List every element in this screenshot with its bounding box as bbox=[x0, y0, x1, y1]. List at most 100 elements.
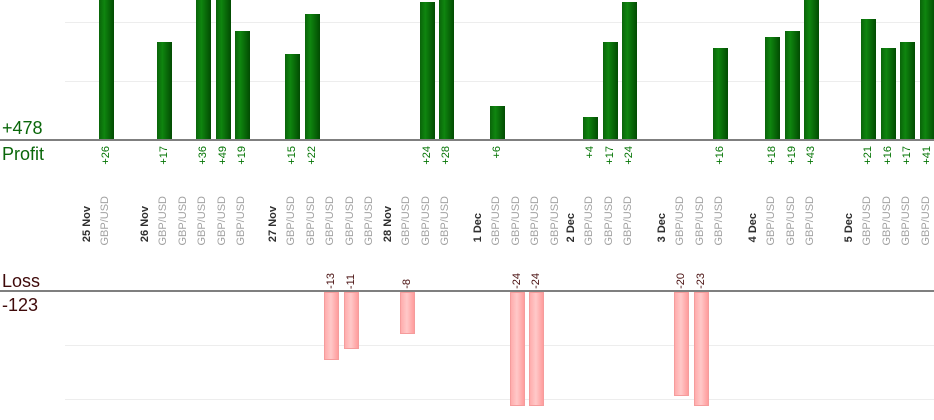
profit-plot bbox=[0, 0, 934, 140]
loss-value-label: -23 bbox=[694, 273, 707, 289]
symbol-tick-label: GBP/USD bbox=[215, 196, 228, 246]
symbol-tick-label: GBP/USD bbox=[529, 196, 541, 246]
symbol-tick-label: GBP/USD bbox=[804, 196, 816, 246]
profit-value-label: +17 bbox=[158, 146, 170, 165]
profit-bar bbox=[439, 0, 454, 140]
profit-bar bbox=[235, 30, 250, 140]
symbol-tick-label: GBP/USD bbox=[235, 196, 247, 246]
loss-bar bbox=[509, 292, 525, 406]
profit-value-label: +43 bbox=[805, 146, 817, 165]
profit-value-label: +6 bbox=[491, 146, 503, 159]
symbol-tick-label: GBP/USD bbox=[693, 196, 706, 246]
profit-bar bbox=[804, 0, 819, 140]
symbol-tick-label: GBP/USD bbox=[602, 196, 615, 246]
profit-value-label: +28 bbox=[440, 146, 452, 165]
symbol-tick-label: GBP/USD bbox=[439, 196, 451, 246]
profit-value-label: +36 bbox=[197, 146, 209, 165]
date-tick-label: 2 Dec bbox=[565, 212, 577, 242]
symbol-tick-label: GBP/USD bbox=[490, 196, 502, 246]
symbol-tick-label: GBP/USD bbox=[419, 196, 432, 246]
loss-value-label: -11 bbox=[344, 273, 357, 289]
symbol-tick-label: GBP/USD bbox=[900, 196, 912, 246]
profit-total-label: +478 bbox=[2, 118, 43, 138]
symbol-tick-label: GBP/USD bbox=[509, 196, 522, 246]
profit-bar bbox=[285, 53, 300, 140]
profit-axis-line bbox=[0, 139, 934, 141]
profit-value-label: +16 bbox=[714, 146, 726, 165]
loss-value-label: -13 bbox=[325, 273, 337, 289]
profit-axis-title: Profit bbox=[2, 144, 45, 164]
profit-bar bbox=[196, 0, 211, 140]
profit-bar bbox=[622, 2, 637, 140]
symbol-tick-label: GBP/USD bbox=[548, 196, 561, 246]
profit-bar bbox=[861, 19, 876, 140]
symbol-tick-label: GBP/USD bbox=[583, 196, 595, 246]
profit-value-label: +19 bbox=[785, 146, 798, 165]
profit-bar bbox=[880, 48, 896, 140]
symbol-tick-label: GBP/USD bbox=[343, 196, 356, 246]
date-tick-label: 27 Nov bbox=[267, 205, 279, 242]
symbol-tick-label: GBP/USD bbox=[363, 196, 375, 246]
symbol-tick-label: GBP/USD bbox=[304, 196, 317, 246]
date-tick-label: 5 Dec bbox=[843, 212, 855, 242]
profit-bar bbox=[583, 117, 598, 140]
symbol-tick-label: GBP/USD bbox=[880, 196, 893, 246]
profit-bar bbox=[919, 0, 934, 140]
symbol-tick-label: GBP/USD bbox=[919, 196, 932, 246]
date-tick-label: 3 Dec bbox=[656, 212, 668, 242]
profit-value-label: +41 bbox=[920, 146, 933, 165]
symbol-tick-label: GBP/USD bbox=[784, 196, 797, 246]
profit-value-label: +24 bbox=[420, 146, 433, 165]
loss-bar bbox=[529, 292, 544, 406]
loss-value-label: -24 bbox=[530, 273, 542, 289]
date-tick-label: 4 Dec bbox=[747, 212, 759, 242]
profit-value-label: +22 bbox=[305, 146, 318, 165]
loss-value-label: -8 bbox=[401, 279, 413, 289]
loss-bar bbox=[324, 292, 339, 360]
profit-bar bbox=[900, 42, 915, 140]
symbol-tick-label: GBP/USD bbox=[285, 196, 297, 246]
profit-value-label: +24 bbox=[623, 146, 635, 165]
symbol-tick-label: GBP/USD bbox=[196, 196, 208, 246]
profit-bar bbox=[157, 42, 172, 140]
profit-value-label: +4 bbox=[584, 146, 596, 159]
profit-bar bbox=[419, 2, 435, 140]
profit-bar bbox=[304, 13, 320, 140]
profit-value-label: +21 bbox=[862, 146, 874, 165]
profit-value-label: +26 bbox=[100, 146, 112, 165]
symbol-tick-label: GBP/USD bbox=[861, 196, 873, 246]
gridline bbox=[65, 22, 934, 23]
symbol-tick-label: GBP/USD bbox=[176, 196, 189, 246]
date-tick-label: 25 Nov bbox=[81, 205, 93, 242]
loss-bar bbox=[400, 292, 415, 334]
profit-bar bbox=[765, 36, 780, 140]
symbol-tick-label: GBP/USD bbox=[157, 196, 169, 246]
profit-bar bbox=[713, 48, 728, 140]
symbol-tick-label: GBP/USD bbox=[674, 196, 686, 246]
symbol-tick-label: GBP/USD bbox=[765, 196, 777, 246]
symbol-tick-label: GBP/USD bbox=[324, 196, 336, 246]
profit-value-label: +49 bbox=[216, 146, 229, 165]
gridline bbox=[65, 399, 934, 400]
date-tick-label: 28 Nov bbox=[382, 205, 394, 242]
profit-value-label: +19 bbox=[236, 146, 248, 165]
loss-bar bbox=[674, 292, 689, 396]
symbol-tick-label: GBP/USD bbox=[622, 196, 634, 246]
loss-plot bbox=[0, 292, 934, 407]
profit-value-label: +16 bbox=[881, 146, 894, 165]
profit-value-label: +18 bbox=[766, 146, 778, 165]
gridline bbox=[65, 81, 934, 82]
gridline bbox=[65, 345, 934, 346]
loss-value-label: -20 bbox=[675, 273, 687, 289]
symbol-tick-label: GBP/USD bbox=[99, 196, 111, 246]
profit-bar bbox=[490, 105, 505, 140]
profit-bar bbox=[784, 30, 800, 140]
profit-bar bbox=[215, 0, 231, 140]
loss-bar bbox=[693, 292, 709, 406]
profit-value-label: +17 bbox=[603, 146, 616, 165]
profit-bar bbox=[99, 0, 114, 140]
date-tick-label: 26 Nov bbox=[139, 205, 151, 242]
loss-total-label: -123 bbox=[2, 295, 39, 315]
date-tick-label: 1 Dec bbox=[472, 212, 484, 242]
